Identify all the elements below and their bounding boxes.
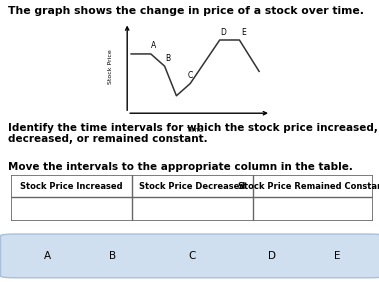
Text: E: E bbox=[241, 28, 246, 38]
Text: D: D bbox=[221, 28, 227, 36]
Text: C: C bbox=[187, 71, 193, 80]
Text: The graph shows the change in price of a stock over time.: The graph shows the change in price of a… bbox=[8, 6, 363, 16]
Text: Stock Price: Stock Price bbox=[108, 49, 113, 83]
Text: Stock Price Remained Constant: Stock Price Remained Constant bbox=[238, 182, 379, 191]
Text: Stock Price Increased: Stock Price Increased bbox=[20, 182, 123, 191]
Text: B: B bbox=[166, 54, 171, 63]
Text: E: E bbox=[334, 251, 340, 261]
Text: D: D bbox=[268, 251, 276, 261]
Text: C: C bbox=[189, 251, 196, 261]
Text: Move the intervals to the appropriate column in the table.: Move the intervals to the appropriate co… bbox=[8, 162, 352, 172]
Text: Identify the time intervals for which the stock price increased,
decreased, or r: Identify the time intervals for which th… bbox=[8, 123, 377, 144]
Text: Stock Price Decreased: Stock Price Decreased bbox=[139, 182, 246, 191]
FancyBboxPatch shape bbox=[0, 234, 379, 278]
Text: A: A bbox=[151, 41, 156, 50]
Text: B: B bbox=[109, 251, 116, 261]
Text: Time: Time bbox=[186, 127, 203, 133]
Text: A: A bbox=[44, 251, 51, 261]
